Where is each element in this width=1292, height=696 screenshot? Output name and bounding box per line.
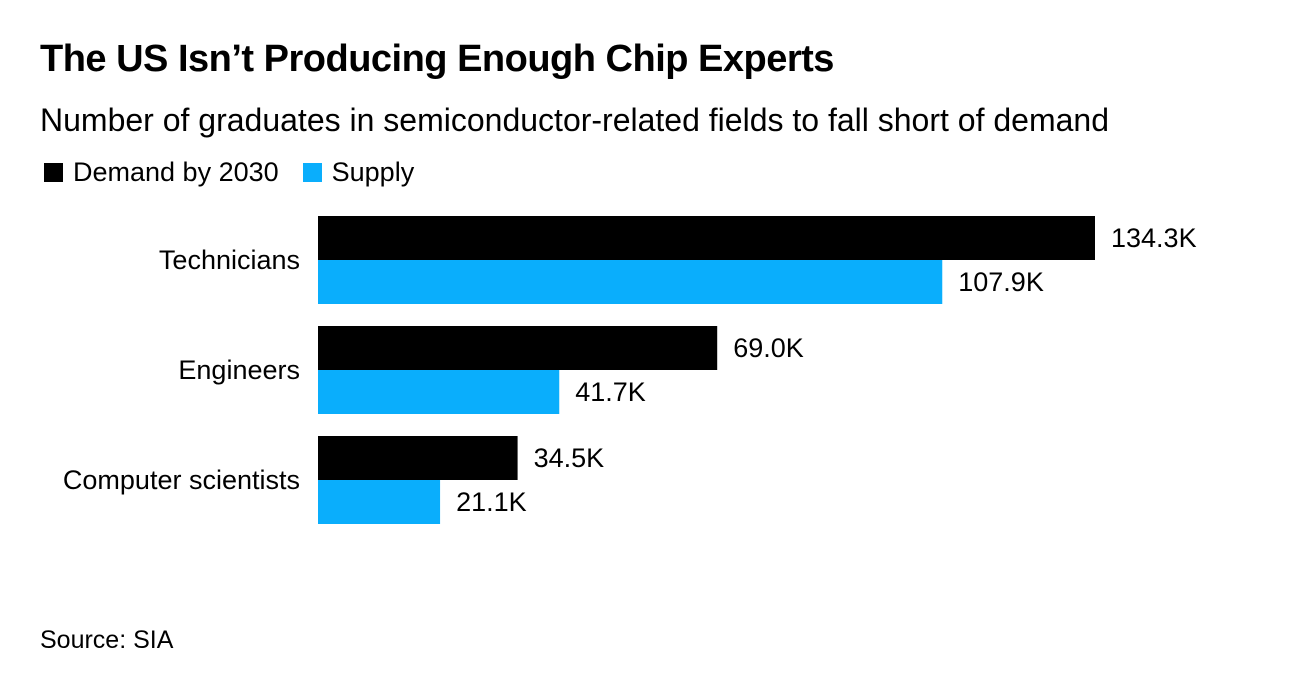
bar-supply-engineers <box>318 370 560 414</box>
data-label-demand-computer-scientists: 34.5K <box>534 443 605 473</box>
legend-item-demand: Demand by 2030 <box>44 157 279 188</box>
data-label-demand-engineers: 69.0K <box>733 333 804 363</box>
legend-swatch-supply <box>302 163 322 182</box>
chart-title: The US Isn’t Producing Enough Chip Exper… <box>40 38 834 80</box>
legend: Demand by 2030 Supply <box>44 157 438 188</box>
bar-supply-technicians <box>318 260 943 304</box>
bar-demand-engineers <box>318 326 718 370</box>
bar-demand-computer-scientists <box>318 436 518 480</box>
legend-item-supply: Supply <box>302 157 415 188</box>
bar-supply-computer-scientists <box>318 480 441 524</box>
data-label-demand-technicians: 134.3K <box>1111 223 1197 253</box>
legend-label-supply: Supply <box>331 157 415 187</box>
data-label-supply-computer-scientists: 21.1K <box>456 487 527 517</box>
data-label-supply-engineers: 41.7K <box>575 377 646 407</box>
bar-demand-technicians <box>318 216 1095 260</box>
source-note: Source: SIA <box>40 626 174 654</box>
legend-swatch-demand <box>44 163 63 182</box>
category-label-computer-scientists: Computer scientists <box>63 465 300 495</box>
chart-subtitle: Number of graduates in semiconductor-rel… <box>40 102 1109 138</box>
legend-label-demand: Demand by 2030 <box>73 157 279 187</box>
data-label-supply-technicians: 107.9K <box>958 267 1044 297</box>
category-label-engineers: Engineers <box>178 355 300 385</box>
category-label-technicians: Technicians <box>159 245 300 275</box>
